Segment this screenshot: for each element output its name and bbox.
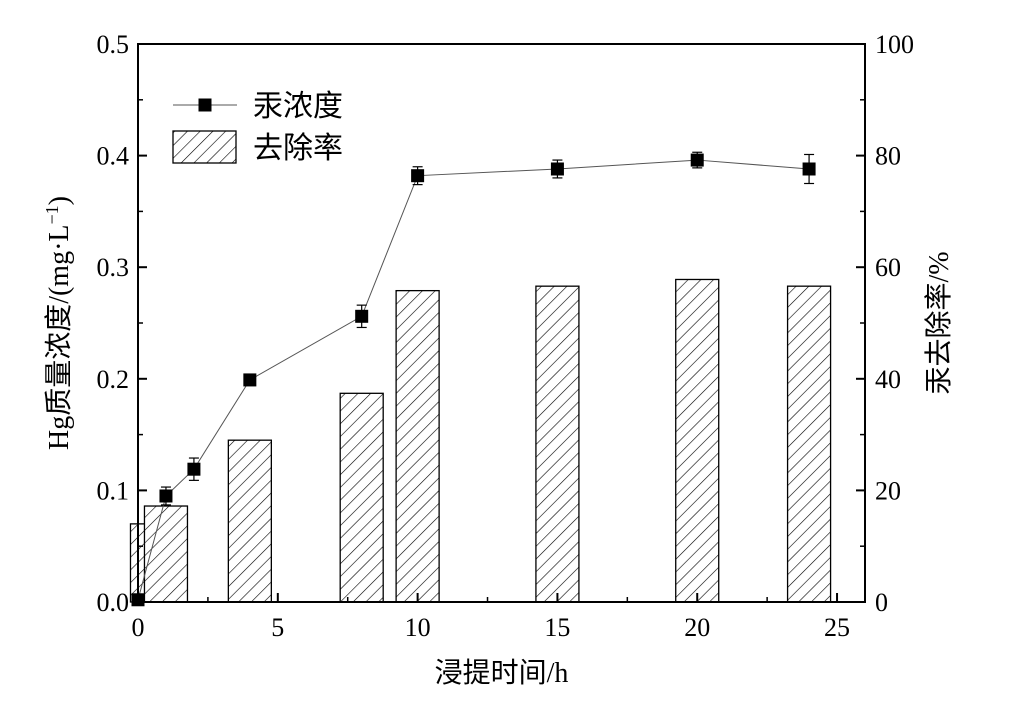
x-tick-label: 10 — [405, 613, 431, 642]
legend-label-removal-rate: 去除率 — [253, 132, 343, 165]
concentration-marker — [802, 162, 816, 176]
concentration-marker — [411, 169, 425, 183]
y-right-tick-label: 0 — [875, 588, 888, 617]
concentration-marker — [550, 162, 564, 176]
y-left-tick-label: 0.1 — [97, 476, 130, 505]
concentration-marker — [159, 489, 173, 503]
x-tick-label: 25 — [824, 613, 850, 642]
legend-bar-sample — [172, 130, 237, 164]
concentration-marker — [690, 153, 704, 167]
y-right-tick-label: 40 — [875, 365, 901, 394]
y-right-tick-label: 100 — [875, 30, 914, 59]
concentration-marker — [187, 462, 201, 476]
removal-rate-bar — [143, 505, 189, 603]
x-axis-title: 浸提时间/h — [435, 657, 569, 689]
removal-rate-bar — [786, 285, 832, 603]
y-left-title-end: ) — [44, 196, 75, 205]
y-left-tick-label: 0.5 — [97, 30, 130, 59]
axis-titles: 浸提时间/h Hg质量浓度/(mg·L−1) 汞去除率/% — [42, 196, 955, 689]
x-tick-label: 0 — [132, 613, 145, 642]
x-tick-label: 5 — [271, 613, 284, 642]
y-right-axis-title: 汞去除率/% — [923, 251, 955, 394]
x-tick-label: 20 — [684, 613, 710, 642]
axes: 0 5 10 15 20 25 0.0 0.1 0.2 0.3 0.4 0.5 0 20 40 60 80 100 — [97, 30, 915, 642]
y-left-title-superscript: −1 — [42, 205, 62, 224]
y-left-axis-title: Hg质量浓度/(mg·L−1) — [42, 196, 75, 450]
y-left-tick-label: 0.2 — [97, 365, 130, 394]
y-right-tick-label: 60 — [875, 253, 901, 282]
y-right-tick-label: 80 — [875, 142, 901, 171]
y-left-tick-label: 0.3 — [97, 253, 130, 282]
legend-label-concentration: 汞浓度 — [253, 90, 343, 123]
removal-rate-bar — [339, 392, 384, 603]
concentration-marker — [243, 373, 257, 387]
concentration-marker — [355, 309, 369, 323]
y-right-tick-label: 20 — [875, 476, 901, 505]
removal-rate-bar — [227, 439, 272, 603]
removal-rate-bar — [535, 285, 580, 603]
removal-rate-bar — [675, 278, 720, 603]
removal-rate-bar — [395, 289, 440, 603]
y-left-title-main: Hg质量浓度/(mg·L — [43, 224, 75, 450]
y-left-tick-label: 0.4 — [97, 142, 130, 171]
y-left-tick-label: 0.0 — [97, 588, 130, 617]
mercury-concentration-line — [131, 151, 816, 607]
x-tick-label: 15 — [544, 613, 570, 642]
legend-marker-sample — [198, 98, 212, 112]
removal-rate-bars — [129, 278, 832, 603]
